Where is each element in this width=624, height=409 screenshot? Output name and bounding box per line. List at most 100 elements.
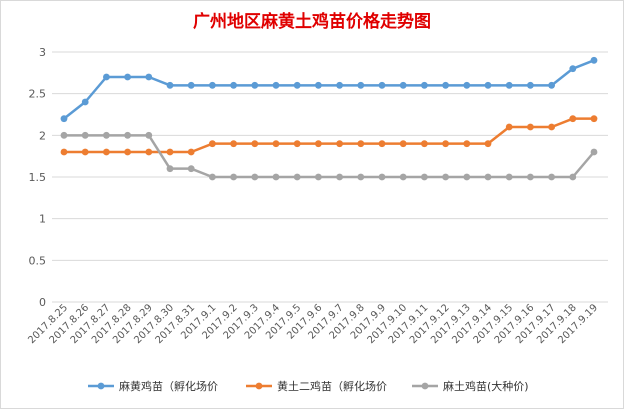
legend-swatch-marker [97,382,105,390]
data-point [124,148,131,156]
data-point [103,73,110,81]
data-point [569,115,577,123]
data-point [442,173,449,181]
data-point [315,140,322,148]
legend-swatch-marker [421,382,429,390]
data-point [209,173,216,181]
series-line [64,134,595,179]
data-point [463,81,471,89]
chart-title: 广州地区麻黄土鸡苗价格走势图 [193,11,431,32]
data-point [60,148,68,156]
data-point [527,123,534,131]
data-point [60,131,68,139]
series-lines [60,56,598,181]
data-point [336,81,343,89]
data-point [399,140,407,148]
data-point [336,173,343,181]
data-point [81,148,89,156]
data-point [145,131,153,139]
data-point [421,173,428,181]
data-point [399,81,407,89]
data-point [569,173,577,181]
data-point [81,131,89,139]
data-point [378,81,386,89]
data-point [590,56,598,64]
data-point [484,81,492,89]
data-point [230,140,238,148]
data-point [209,140,216,148]
data-point [293,173,301,181]
data-point [548,173,555,181]
legend-label: 黄土二鸡苗（孵化场价 [277,379,387,393]
data-point [272,140,280,148]
legend-label: 麻黄鸡苗（孵化场价 [119,379,218,393]
data-point [505,173,513,181]
data-point [230,81,238,89]
legend-label: 麻土鸡苗(大种价) [443,379,529,393]
y-tick-label: 0.5 [29,254,47,267]
data-point [166,81,174,89]
data-point [251,81,259,89]
data-point [293,140,301,148]
data-point [484,173,492,181]
data-point [463,173,471,181]
data-point [187,148,195,156]
data-point [463,140,471,148]
data-point [548,81,555,89]
data-point [145,148,153,156]
data-point [166,165,174,173]
series-line [63,59,595,120]
data-point [399,173,407,181]
data-point [103,131,110,139]
data-point [60,115,68,123]
data-point [187,81,195,89]
y-axis-ticks: 0 0.5 1 1.5 2 2.5 3 [29,46,47,309]
y-tick-label: 2.5 [29,88,47,101]
data-point [293,81,301,89]
data-point [357,140,365,148]
y-tick-label: 1.5 [29,171,47,184]
data-point [209,81,216,89]
data-point [251,140,259,148]
data-point [251,173,259,181]
data-point [145,73,153,81]
data-point [315,81,322,89]
data-point [230,173,238,181]
data-point [569,65,577,73]
data-point [378,173,386,181]
series-line [64,117,594,154]
data-point [315,173,322,181]
legend: 麻黄鸡苗（孵化场价 黄土二鸡苗（孵化场价 麻土鸡苗(大种价) [88,379,529,393]
data-point [378,140,386,148]
data-point [357,173,365,181]
data-point [421,81,428,89]
data-point [124,73,131,81]
data-point [272,81,280,89]
legend-swatch-marker [255,382,263,390]
data-point [442,81,449,89]
x-axis-ticks: 2017.8.252017.8.262017.8.272017.8.282017… [26,302,600,346]
data-point [81,98,89,106]
data-point [421,140,428,148]
data-point [124,131,131,139]
data-point [272,173,280,181]
data-point [357,81,365,89]
y-tick-label: 2 [39,129,46,142]
data-point [527,173,534,181]
data-point [505,123,513,131]
y-tick-label: 1 [39,213,46,226]
y-tick-label: 3 [39,46,46,59]
data-point [187,165,195,173]
data-point [166,148,174,156]
data-point [590,148,598,156]
data-point [442,140,449,148]
data-point [336,140,343,148]
data-point [527,81,534,89]
data-point [103,148,110,156]
data-point [548,123,555,131]
data-point [505,81,513,89]
data-point [484,140,492,148]
data-point [590,115,598,123]
